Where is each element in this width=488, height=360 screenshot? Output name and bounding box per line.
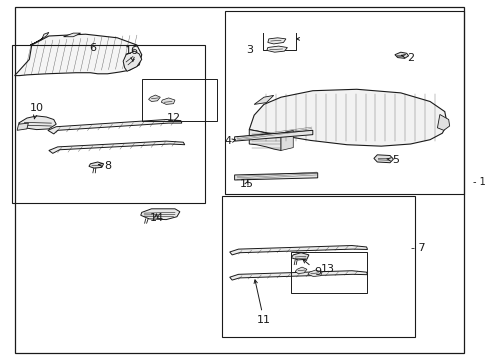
Text: - 1: - 1 (472, 177, 485, 187)
Polygon shape (49, 141, 184, 153)
Polygon shape (295, 267, 306, 274)
Polygon shape (19, 116, 56, 130)
Polygon shape (17, 123, 28, 130)
Polygon shape (123, 51, 142, 71)
Polygon shape (249, 89, 447, 146)
Text: 10: 10 (30, 103, 43, 119)
Polygon shape (30, 32, 49, 45)
Text: 4: 4 (224, 136, 235, 147)
Polygon shape (291, 253, 308, 260)
Polygon shape (249, 130, 281, 150)
Text: - 7: - 7 (410, 243, 424, 253)
Polygon shape (141, 209, 180, 220)
Text: 14: 14 (149, 213, 163, 223)
Polygon shape (254, 95, 273, 104)
Polygon shape (266, 46, 287, 52)
Polygon shape (234, 130, 312, 141)
Polygon shape (63, 33, 81, 37)
Polygon shape (307, 270, 322, 276)
Polygon shape (437, 114, 449, 130)
Polygon shape (373, 155, 393, 163)
Polygon shape (48, 120, 182, 134)
Polygon shape (148, 95, 160, 102)
Bar (222, 196, 415, 337)
Polygon shape (394, 52, 408, 58)
Text: 6: 6 (89, 42, 96, 53)
Text: 2: 2 (401, 53, 413, 63)
Text: 3: 3 (245, 45, 252, 55)
Text: 15: 15 (239, 179, 253, 189)
Text: 16: 16 (125, 46, 139, 62)
Text: 12: 12 (166, 113, 180, 123)
Bar (142, 79, 217, 121)
Polygon shape (89, 162, 103, 168)
Bar (12, 45, 205, 203)
Polygon shape (161, 98, 175, 104)
Text: 13: 13 (320, 264, 334, 274)
Bar (290, 252, 366, 293)
Text: 5: 5 (386, 155, 399, 165)
Polygon shape (267, 38, 285, 44)
Text: 8: 8 (98, 161, 111, 171)
Polygon shape (281, 130, 293, 150)
Text: 9: 9 (303, 260, 321, 277)
Text: 11: 11 (254, 280, 270, 325)
Polygon shape (229, 271, 367, 280)
Polygon shape (15, 34, 142, 76)
Polygon shape (229, 246, 367, 255)
Bar (224, 11, 464, 194)
Polygon shape (234, 173, 317, 180)
